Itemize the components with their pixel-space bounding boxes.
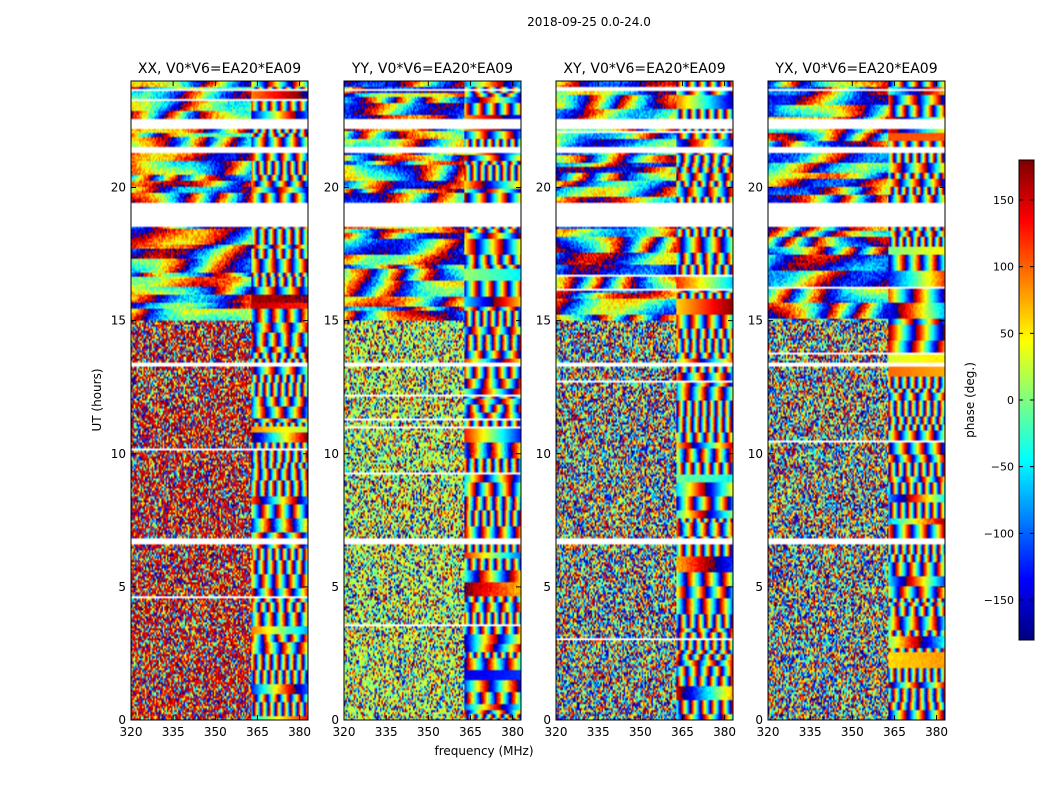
y-tick-label: 15 <box>536 314 551 328</box>
panel-frame <box>767 80 946 721</box>
panel-yy: YY, V0*V6=EA20*EA09 320 335 350 365 380 0 5 10 1… <box>324 61 524 739</box>
x-tick-label: 380 <box>288 725 311 739</box>
x-tick-label: 320 <box>333 725 356 739</box>
colorbar-tick-label: −50 <box>991 461 1014 474</box>
panel-xx: XX, V0*V6=EA20*EA09 320 335 350 365 380 0 5 10 1… <box>111 61 311 739</box>
colorbar-tick-label: 100 <box>993 261 1014 274</box>
x-tick-label: 335 <box>375 725 398 739</box>
colorbar-tick-label: 0 <box>1007 394 1014 407</box>
y-tick-label: 0 <box>755 713 763 727</box>
y-tick-label: 15 <box>748 314 763 328</box>
panel-title-xy: XY, V0*V6=EA20*EA09 <box>563 61 725 77</box>
x-tick-label: 335 <box>162 725 185 739</box>
y-tick-label: 20 <box>536 181 551 195</box>
x-tick-label: 350 <box>841 725 864 739</box>
y-tick-label: 20 <box>748 181 763 195</box>
colorbar: phase (deg.) 150 100 50 0 −50 −100 −150 <box>963 159 1035 641</box>
y-tick-label: 10 <box>111 447 126 461</box>
colorbar-label: phase (deg.) <box>963 362 977 438</box>
phase-heatmap <box>768 81 945 720</box>
x-tick-label: 320 <box>757 725 780 739</box>
x-tick-label: 335 <box>587 725 610 739</box>
x-tick-label: 365 <box>246 725 269 739</box>
y-tick-label: 0 <box>331 713 339 727</box>
panel-title-yx: YX, V0*V6=EA20*EA09 <box>774 61 937 77</box>
panel-title-yy: YY, V0*V6=EA20*EA09 <box>351 61 513 77</box>
x-tick-label: 380 <box>713 725 736 739</box>
phase-heatmap <box>344 81 521 720</box>
x-tick-label: 380 <box>925 725 948 739</box>
panel-xy: XY, V0*V6=EA20*EA09 320 335 350 365 380 0 5 10 1… <box>536 61 736 739</box>
phase-heatmap <box>556 81 733 720</box>
y-tick-label: 0 <box>543 713 551 727</box>
y-tick-label: 10 <box>324 447 339 461</box>
panel-frame <box>130 80 309 721</box>
y-tick-label: 20 <box>111 181 126 195</box>
colorbar-tick-label: 150 <box>993 194 1014 207</box>
x-axis-label: frequency (MHz) <box>434 744 533 758</box>
colorbar-gradient <box>1019 160 1034 640</box>
x-tick-label: 350 <box>417 725 440 739</box>
y-tick-label: 5 <box>118 580 126 594</box>
y-tick-label: 10 <box>536 447 551 461</box>
y-tick-label: 5 <box>543 580 551 594</box>
x-tick-label: 365 <box>883 725 906 739</box>
panel-frame <box>343 80 522 721</box>
x-tick-label: 350 <box>629 725 652 739</box>
figure-suptitle: 2018-09-25 0.0-24.0 <box>527 15 651 29</box>
colorbar-tick-label: 50 <box>1000 327 1014 340</box>
panel-frame <box>555 80 734 721</box>
x-tick-label: 320 <box>120 725 143 739</box>
colorbar-tick-label: −150 <box>984 594 1014 607</box>
y-tick-label: 10 <box>748 447 763 461</box>
y-tick-label: 0 <box>118 713 126 727</box>
colorbar-tick-label: −100 <box>984 527 1014 540</box>
x-tick-label: 380 <box>501 725 524 739</box>
panel-title-xx: XX, V0*V6=EA20*EA09 <box>138 61 301 77</box>
x-tick-label: 320 <box>545 725 568 739</box>
panel-yx: YX, V0*V6=EA20*EA09 320 335 350 365 380 0 5 10 1… <box>748 61 948 739</box>
x-tick-label: 350 <box>204 725 227 739</box>
y-tick-label: 20 <box>324 181 339 195</box>
y-tick-label: 15 <box>111 314 126 328</box>
y-tick-label: 5 <box>331 580 339 594</box>
y-axis-label: UT (hours) <box>90 368 104 431</box>
x-tick-label: 335 <box>799 725 822 739</box>
x-tick-label: 365 <box>459 725 482 739</box>
x-tick-label: 365 <box>671 725 694 739</box>
y-tick-label: 15 <box>324 314 339 328</box>
y-tick-label: 5 <box>755 580 763 594</box>
phase-heatmap <box>131 81 308 720</box>
